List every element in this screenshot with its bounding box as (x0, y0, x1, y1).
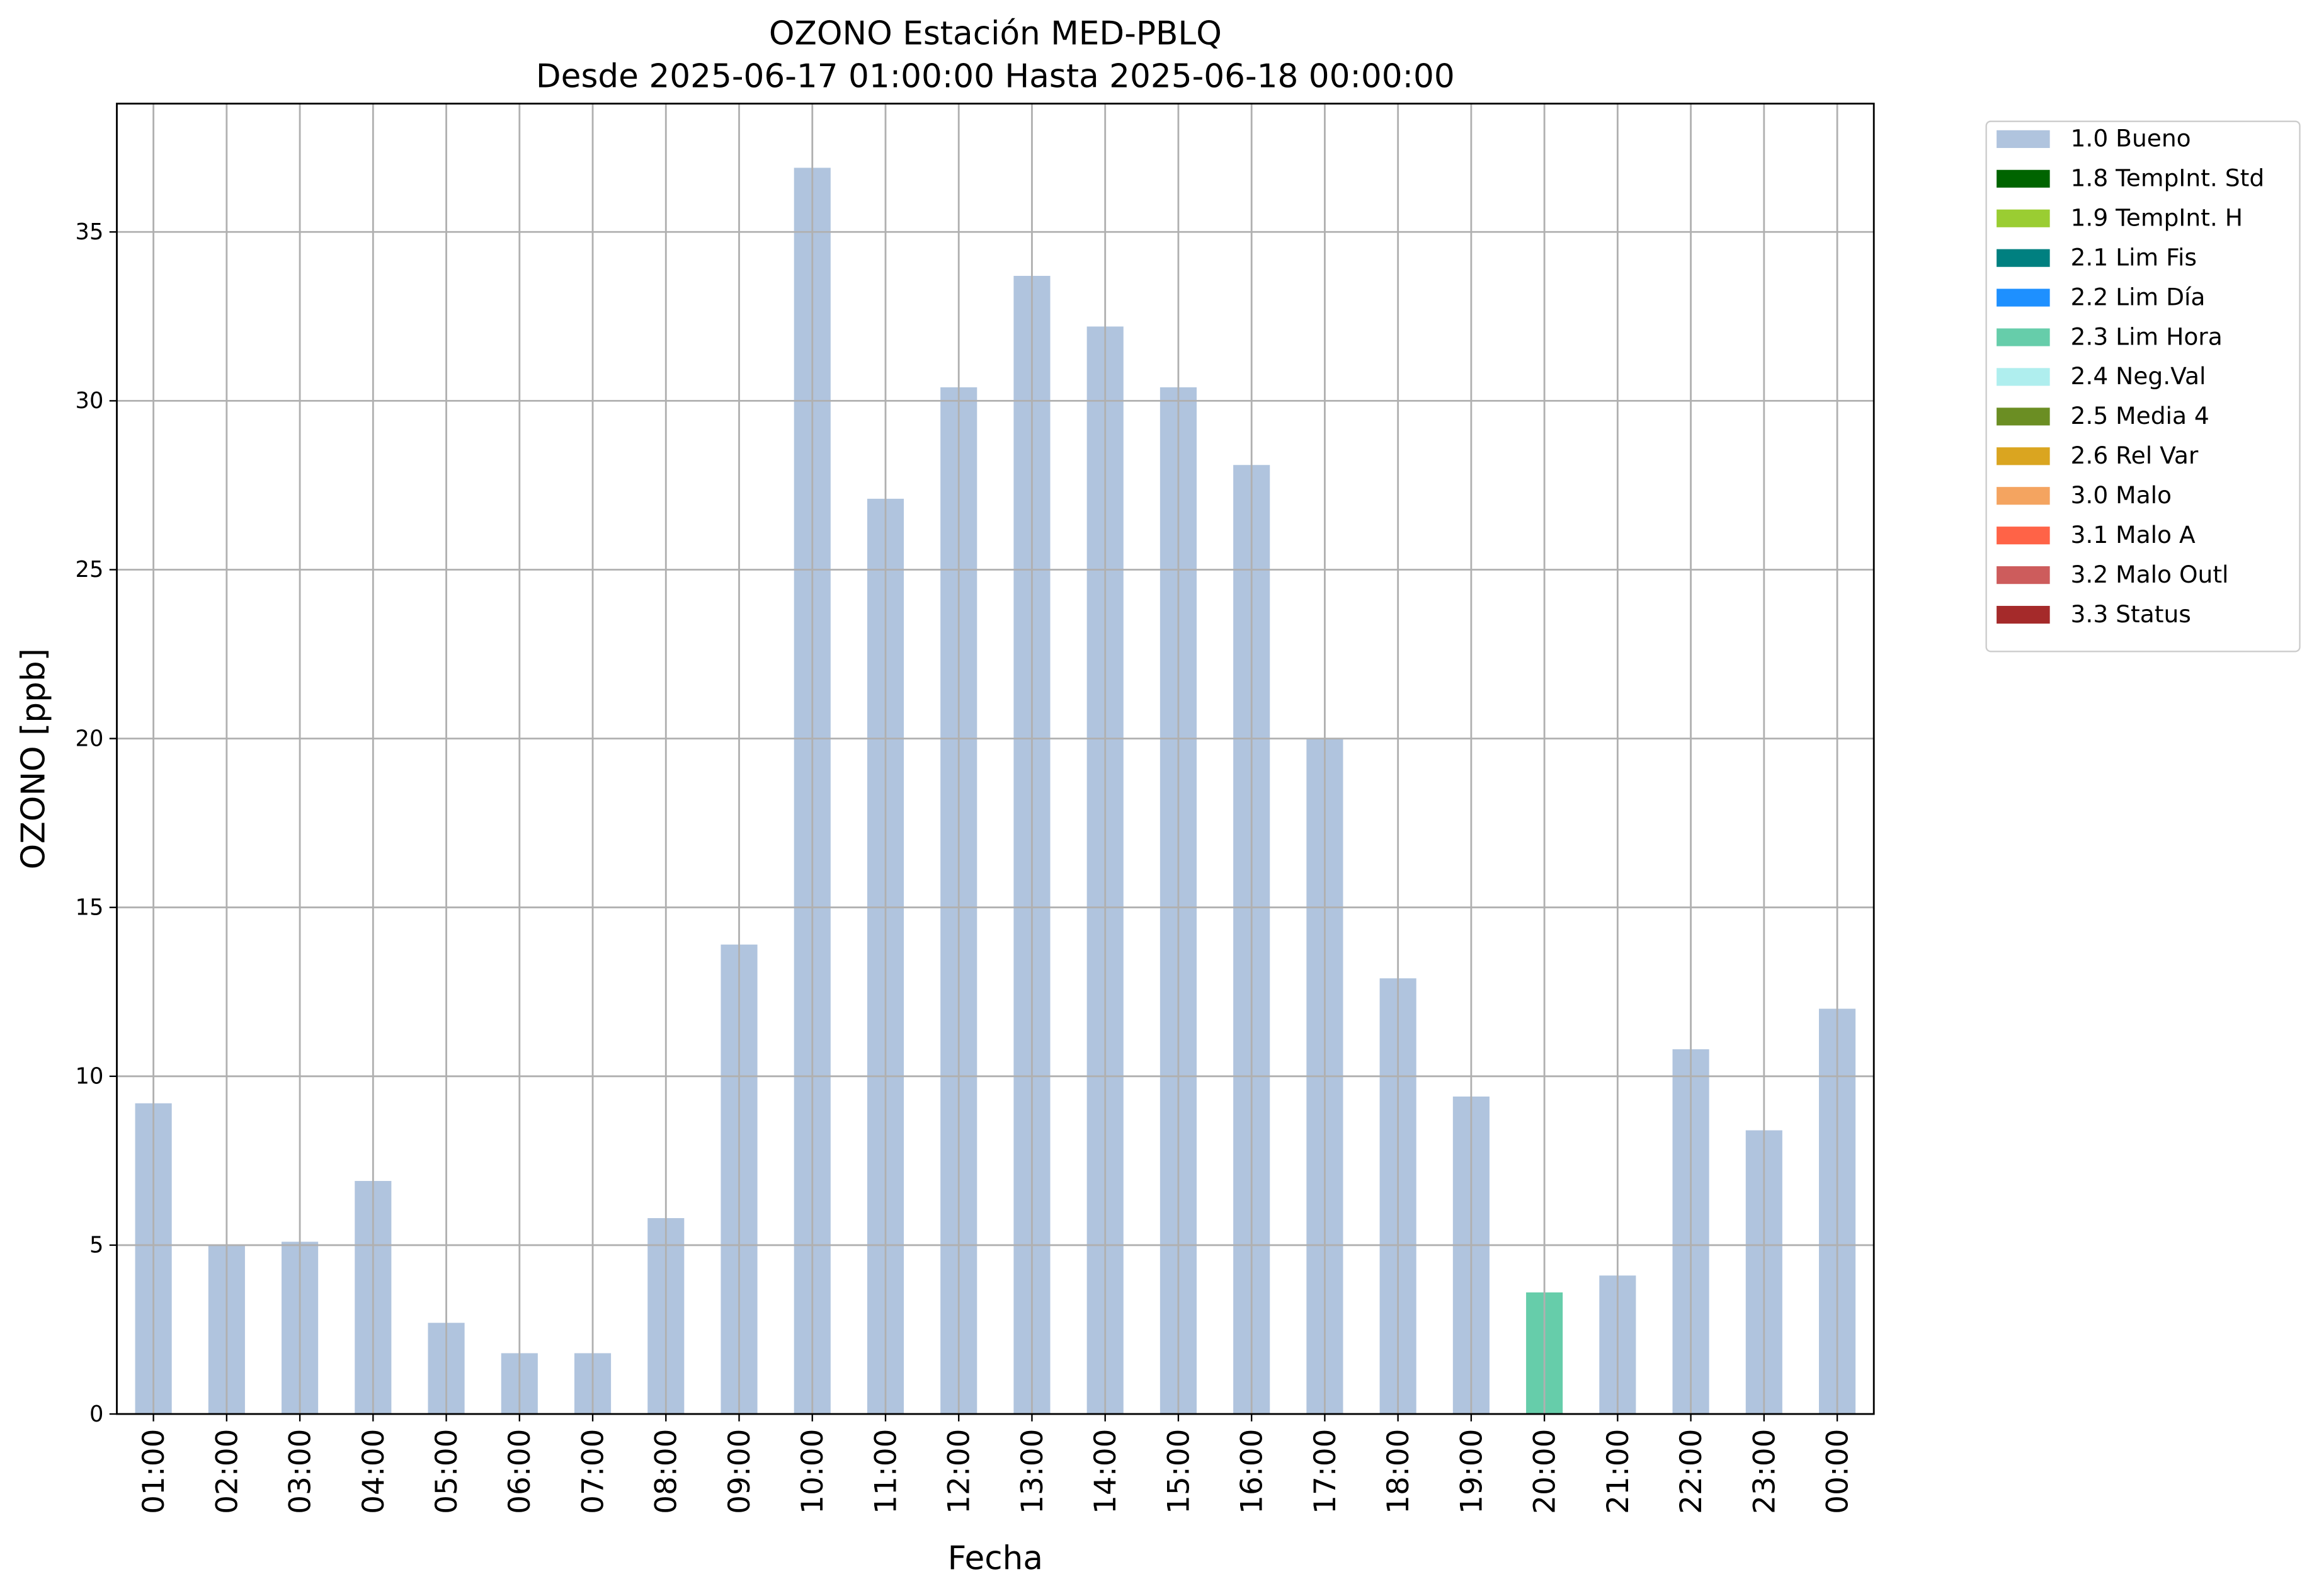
x-tick-label: 01:00 (137, 1429, 171, 1514)
legend-swatch (1997, 288, 2050, 307)
x-tick-label: 23:00 (1747, 1429, 1782, 1514)
x-tick-label: 06:00 (503, 1429, 537, 1514)
x-tick-label: 04:00 (356, 1429, 391, 1514)
x-axis-label: Fecha (948, 1540, 1043, 1578)
x-tick-label: 19:00 (1454, 1429, 1489, 1514)
legend-box (1985, 120, 2301, 653)
legend-swatch (1997, 605, 2050, 624)
legend-label: 1.8 TempInt. Std (2071, 164, 2265, 192)
y-tick-label: 10 (76, 1064, 104, 1090)
y-tick-label: 0 (89, 1401, 103, 1427)
legend-swatch (1997, 130, 2050, 148)
x-tick-label: 10:00 (795, 1429, 830, 1514)
legend-label: 2.4 Neg.Val (2071, 362, 2206, 390)
legend-swatch (1997, 328, 2050, 346)
legend-swatch (1997, 527, 2050, 545)
y-tick-label: 15 (76, 894, 104, 920)
y-tick-label: 35 (76, 219, 104, 245)
chart-title: OZONO Estación MED-PBLQ (769, 15, 1222, 53)
x-tick-label: 22:00 (1674, 1429, 1709, 1514)
x-tick-label: 09:00 (722, 1429, 757, 1514)
legend-swatch (1997, 368, 2050, 386)
legend-label: 3.2 Malo Outl (2071, 561, 2229, 588)
legend-label: 3.0 Malo (2071, 481, 2172, 509)
legend-swatch (1997, 169, 2050, 188)
x-tick-label: 20:00 (1528, 1429, 1563, 1514)
x-tick-label: 03:00 (283, 1429, 318, 1514)
legend-label: 2.3 Lim Hora (2071, 322, 2223, 350)
legend-label: 2.5 Media 4 (2071, 402, 2209, 430)
legend-label: 2.6 Rel Var (2071, 442, 2199, 469)
legend-label: 1.0 Bueno (2071, 125, 2191, 152)
legend-label: 2.1 Lim Fis (2071, 243, 2197, 271)
plot-frame (116, 103, 1875, 1415)
legend-label: 2.2 Lim Día (2071, 283, 2206, 311)
x-tick-label: 13:00 (1015, 1429, 1050, 1514)
legend-label: 3.1 Malo A (2071, 521, 2196, 549)
x-tick-label: 14:00 (1088, 1429, 1123, 1514)
y-tick-label: 30 (76, 388, 104, 414)
x-tick-label: 17:00 (1308, 1429, 1343, 1514)
x-tick-label: 11:00 (869, 1429, 903, 1514)
chart-subtitle: Desde 2025-06-17 01:00:00 Hasta 2025-06-… (536, 58, 1455, 96)
legend-swatch (1997, 408, 2050, 426)
x-tick-label: 08:00 (649, 1429, 684, 1514)
y-tick-label: 20 (76, 726, 104, 751)
x-tick-label: 12:00 (942, 1429, 977, 1514)
legend-label: 3.3 Status (2071, 600, 2191, 628)
x-tick-label: 07:00 (576, 1429, 610, 1514)
x-tick-label: 16:00 (1235, 1429, 1270, 1514)
x-tick-label: 18:00 (1381, 1429, 1416, 1514)
y-tick-label: 25 (76, 557, 104, 583)
x-tick-label: 15:00 (1161, 1429, 1196, 1514)
legend-swatch (1997, 487, 2050, 505)
x-tick-label: 21:00 (1601, 1429, 1636, 1514)
legend-swatch (1997, 249, 2050, 267)
y-axis-label: OZONO [ppb] (14, 648, 52, 869)
x-tick-label: 00:00 (1821, 1429, 1855, 1514)
legend-swatch (1997, 209, 2050, 227)
legend-swatch (1997, 566, 2050, 584)
legend-swatch (1997, 447, 2050, 465)
y-tick-label: 5 (89, 1233, 103, 1258)
x-tick-label: 05:00 (430, 1429, 464, 1514)
legend-label: 1.9 TempInt. H (2071, 203, 2243, 231)
x-tick-label: 02:00 (210, 1429, 244, 1514)
